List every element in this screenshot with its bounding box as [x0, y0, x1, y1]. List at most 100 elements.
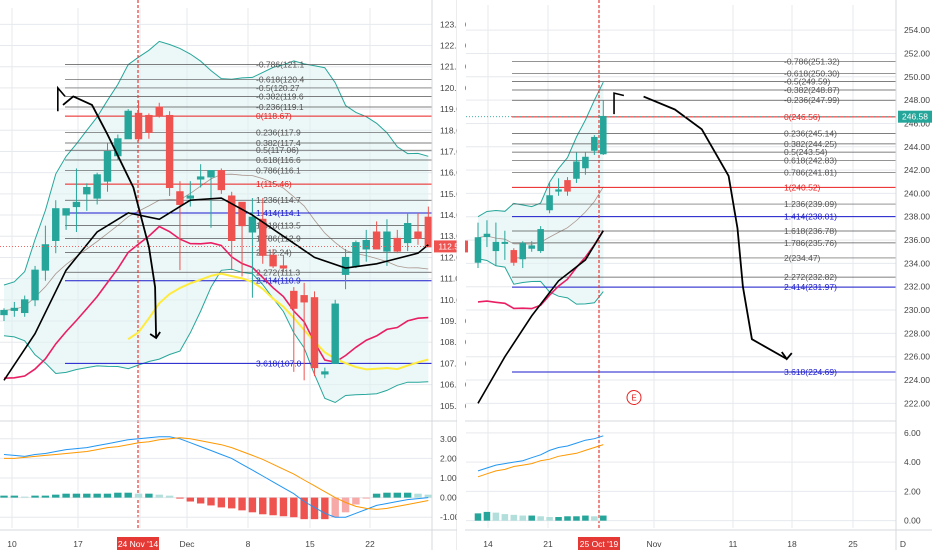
current-price-label: 246.58	[902, 112, 928, 122]
time-tick-label: D	[900, 539, 906, 549]
time-tick-label: 10	[7, 539, 17, 549]
price-tick-label: 109.00	[440, 316, 466, 326]
current-price-tag	[898, 110, 932, 123]
fib-label: -0.786(121.1	[256, 60, 304, 70]
time-tick-label: 21	[543, 539, 553, 549]
fib-label: -0.5(249.59)	[784, 77, 830, 87]
bollinger-upper-line	[477, 81, 604, 218]
candle-body	[403, 223, 412, 244]
price-tick-label: 119.00	[440, 104, 466, 114]
macd-tick-label: 2.00	[904, 486, 921, 496]
bollinger-lower-line	[3, 268, 429, 404]
right-chart: -0.786(251.32) -0.618(250.30)-0.5(249.59)…	[466, 0, 932, 550]
macd-histogram-bar	[393, 492, 402, 498]
macd-histogram-bar	[519, 515, 527, 521]
macd-histogram-bar	[341, 497, 350, 513]
candle-body	[600, 115, 607, 155]
candle-body	[227, 195, 236, 241]
macd-histogram-bar	[582, 515, 589, 521]
candle-body	[582, 156, 589, 169]
macd-histogram-bar	[528, 515, 535, 521]
candle-body	[321, 371, 329, 375]
price-tick-label: 242.00	[904, 165, 930, 175]
candle-body	[424, 216, 433, 248]
macd-histogram-bar	[41, 495, 50, 498]
fib-label: 1.236(239.09)	[784, 199, 837, 209]
earnings-icon	[626, 390, 642, 406]
price-tick-label: 115.00	[440, 189, 466, 199]
macd-line	[477, 435, 604, 472]
macd-histogram-bar	[555, 517, 562, 521]
price-tick-label: 105.00	[440, 401, 466, 411]
drawn-arrowhead	[149, 331, 161, 340]
candle-body	[528, 245, 535, 249]
candle-body	[537, 229, 544, 252]
right-fib-levels: -0.786(251.32) -0.618(250.30)-0.5(249.59)…	[512, 0, 896, 530]
price-tick-label: 244.00	[904, 142, 930, 152]
sma-line	[127, 272, 429, 371]
candle-body	[546, 195, 553, 211]
highlight-date-tag	[117, 537, 159, 550]
fib-label: 3.618(107.0	[256, 358, 302, 368]
candle-body	[591, 136, 598, 151]
fib-label: 0.5(117.06)	[256, 145, 299, 155]
candle-body	[483, 233, 491, 238]
price-tick-label: 121.00	[440, 62, 466, 72]
drawn-arrow-up	[613, 92, 625, 115]
fib-label: 2.414(231.97)	[784, 282, 837, 292]
left-bollinger-band	[3, 40, 429, 404]
macd-histogram-bar	[290, 497, 298, 518]
macd-histogram-bar	[573, 516, 580, 521]
price-tick-label: 122.00	[440, 41, 466, 51]
price-tick-label: 250.00	[904, 72, 930, 82]
macd-signal-line	[4, 437, 429, 510]
macd-histogram-bar	[279, 497, 288, 517]
price-tick-label: 240.00	[904, 188, 930, 198]
price-tick-label: 112.00	[440, 252, 466, 262]
drawn-trend-curve	[3, 197, 429, 381]
bollinger-fill	[478, 82, 604, 305]
drawn-projection-path	[62, 95, 157, 339]
candle-body	[196, 176, 205, 180]
candle-body	[72, 201, 81, 208]
right-bollinger-band	[477, 81, 604, 305]
price-tick-label: 108.00	[440, 337, 466, 347]
candle-body	[259, 218, 267, 256]
macd-histogram-bar	[300, 497, 308, 520]
macd-histogram-bar	[114, 492, 122, 498]
fib-label: 2.272(232.82)	[784, 272, 837, 282]
candle-body	[145, 114, 153, 133]
macd-tick-label: -1.00	[440, 512, 460, 522]
macd-tick-label: 0.00	[904, 516, 921, 526]
time-tick-label-highlight: 24 Nov '14	[118, 539, 159, 549]
time-tick-label: 17	[73, 539, 83, 549]
price-tick-label: 230.00	[904, 305, 930, 315]
candle-body	[238, 201, 246, 227]
time-tick-label: 25	[848, 539, 858, 549]
candle-body	[155, 106, 163, 116]
price-tick-label: 252.00	[904, 48, 930, 58]
candle-body	[279, 265, 288, 269]
price-tick-label: 226.00	[904, 352, 930, 362]
candle-body	[474, 237, 482, 263]
candle-body	[217, 170, 226, 191]
macd-histogram-bar	[72, 493, 81, 498]
macd-histogram-bar	[248, 497, 257, 513]
fib-label: 1(240.52)	[784, 182, 821, 192]
fib-label: 0.236(245.14)	[784, 128, 837, 138]
left-candles	[0, 100, 433, 381]
price-tick-label: 117.00	[440, 146, 466, 156]
macd-histogram-bar	[259, 497, 267, 515]
price-tick-label: 123.00	[440, 19, 466, 29]
macd-histogram-bar	[403, 492, 412, 498]
fib-label: 1.618(113.5	[256, 221, 301, 231]
macd-histogram-bar	[383, 492, 391, 498]
price-tick-label: 254.00	[904, 25, 930, 35]
price-tick-label: 246.00	[904, 118, 930, 128]
macd-tick-label: 4.00	[904, 457, 921, 467]
fib-label: 1.414(238.01)	[784, 212, 837, 222]
candle-body	[573, 161, 580, 179]
macd-histogram-bar	[238, 497, 246, 511]
right-macd-panel	[466, 432, 896, 522]
